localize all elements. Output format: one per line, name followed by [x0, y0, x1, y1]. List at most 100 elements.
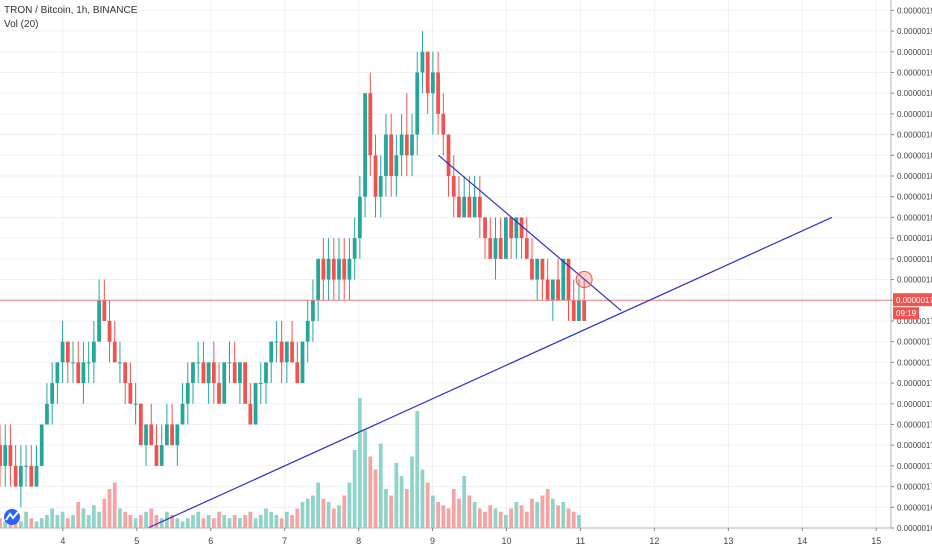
candle-body[interactable] [446, 134, 451, 176]
candle-body[interactable] [540, 258, 545, 280]
candle-body[interactable] [363, 93, 367, 197]
candle-body[interactable] [39, 424, 44, 466]
candle-body[interactable] [107, 320, 112, 342]
candle-body[interactable] [477, 196, 482, 218]
candle-body[interactable] [112, 341, 117, 363]
candle-body[interactable] [0, 445, 2, 466]
candle-body[interactable] [154, 445, 159, 466]
candle-body[interactable] [133, 403, 138, 405]
candle-body[interactable] [373, 155, 378, 197]
candle-body[interactable] [571, 300, 576, 321]
candle-body[interactable] [326, 258, 331, 280]
candle-body[interactable] [420, 51, 425, 73]
candle-body[interactable] [347, 258, 352, 280]
candle-body[interactable] [123, 362, 128, 384]
candle-body[interactable] [29, 465, 34, 487]
candle-body[interactable] [34, 465, 39, 487]
candle-body[interactable] [71, 362, 75, 364]
candle-body[interactable] [535, 258, 540, 280]
candle-body[interactable] [462, 196, 467, 218]
candle-body[interactable] [384, 134, 388, 176]
candle-body[interactable] [337, 258, 341, 280]
candle-body[interactable] [295, 362, 300, 384]
candle-body[interactable] [81, 362, 86, 384]
candle-body[interactable] [514, 217, 519, 239]
candle-body[interactable] [8, 445, 13, 466]
candle-body[interactable] [284, 341, 289, 363]
candle-body[interactable] [274, 341, 279, 343]
candle-body[interactable] [316, 258, 321, 301]
candle-body[interactable] [378, 176, 383, 197]
candle-body[interactable] [232, 362, 237, 384]
tradingview-logo-icon[interactable] [4, 509, 20, 525]
candle-body[interactable] [128, 383, 133, 404]
candle-body[interactable] [561, 258, 566, 301]
candle-body[interactable] [92, 341, 96, 363]
candle-body[interactable] [321, 258, 326, 280]
candle-body[interactable] [211, 362, 216, 384]
trendline[interactable] [438, 154, 622, 312]
candle-body[interactable] [97, 300, 101, 342]
candle-body[interactable] [472, 196, 477, 218]
candle-body[interactable] [76, 362, 81, 384]
candle-body[interactable] [441, 113, 446, 135]
candle-body[interactable] [60, 341, 65, 363]
candle-body[interactable] [311, 300, 315, 321]
candle-body[interactable] [509, 217, 514, 239]
candle-body[interactable] [222, 362, 227, 404]
candle-body[interactable] [180, 403, 185, 425]
candle-body[interactable] [331, 258, 336, 280]
trendline[interactable] [147, 216, 833, 529]
candle-body[interactable] [149, 424, 154, 446]
candle-body[interactable] [50, 383, 55, 404]
candle-body[interactable] [352, 238, 357, 259]
candle-body[interactable] [65, 341, 70, 363]
candle-body[interactable] [556, 279, 560, 301]
candle-body[interactable] [389, 134, 394, 176]
candle-body[interactable] [191, 362, 195, 384]
candle-body[interactable] [227, 362, 232, 364]
candle-body[interactable] [201, 362, 206, 384]
candle-body[interactable] [488, 238, 493, 259]
candle-body[interactable] [519, 217, 524, 239]
candle-body[interactable] [498, 238, 503, 259]
candle-body[interactable] [269, 341, 274, 363]
candle-body[interactable] [415, 72, 420, 135]
candle-body[interactable] [425, 51, 430, 94]
candle-body[interactable] [467, 196, 472, 218]
candle-body[interactable] [217, 383, 221, 404]
candle-body[interactable] [159, 445, 164, 466]
candle-body[interactable] [258, 383, 263, 385]
candle-body[interactable] [357, 196, 362, 239]
candle-body[interactable] [493, 238, 498, 259]
candle-body[interactable] [550, 279, 555, 301]
candle-body[interactable] [55, 362, 60, 384]
candle-body[interactable] [566, 258, 571, 301]
candle-body[interactable] [410, 134, 414, 156]
candle-body[interactable] [264, 362, 268, 384]
candle-body[interactable] [170, 424, 174, 446]
candle-body[interactable] [368, 93, 373, 156]
candle-body[interactable] [196, 362, 201, 364]
candle-body[interactable] [45, 403, 49, 425]
candle-body[interactable] [185, 383, 190, 404]
candle-body[interactable] [300, 341, 305, 384]
candle-body[interactable] [436, 72, 440, 114]
candle-body[interactable] [175, 424, 180, 446]
candle-body[interactable] [253, 383, 258, 425]
candle-body[interactable] [138, 403, 143, 446]
candle-body[interactable] [290, 341, 294, 363]
candle-body[interactable] [3, 445, 8, 466]
candle-body[interactable] [342, 258, 347, 280]
candle-body[interactable] [457, 196, 461, 218]
candle-body[interactable] [399, 134, 404, 156]
candle-body[interactable] [206, 362, 211, 384]
candle-body[interactable] [243, 362, 248, 404]
candle-body[interactable] [504, 217, 508, 259]
candle-body[interactable] [238, 362, 242, 384]
candle-body[interactable] [18, 465, 23, 487]
candle-body[interactable] [86, 362, 91, 364]
candle-body[interactable] [483, 217, 487, 239]
